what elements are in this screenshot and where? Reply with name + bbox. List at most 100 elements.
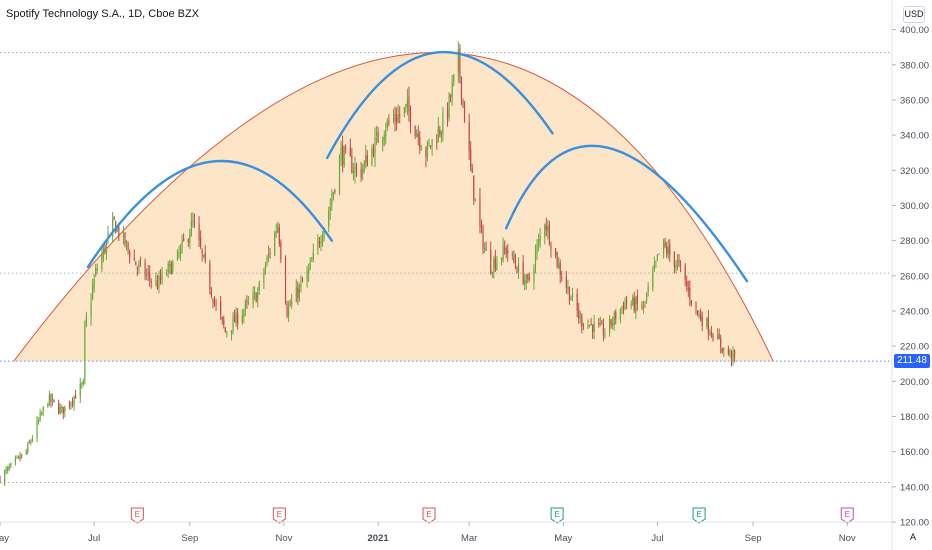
earnings-marker: E [422, 507, 436, 524]
candle-body [47, 403, 49, 408]
candles [0, 41, 736, 486]
candle [587, 319, 589, 330]
candle-body [107, 233, 109, 239]
candle-body [592, 324, 594, 333]
candle [533, 264, 535, 290]
candle [525, 273, 527, 290]
candle [84, 320, 86, 385]
x-tick-label: 2021 [368, 533, 390, 544]
candle [354, 156, 356, 184]
candle [544, 223, 546, 245]
candle [73, 395, 75, 411]
candle [578, 302, 580, 324]
candle-body [426, 142, 429, 157]
candle-body [687, 287, 689, 290]
candle-body [39, 412, 41, 421]
candle-body [641, 305, 643, 309]
earnings-marker: E [840, 507, 854, 524]
candle-body [727, 348, 730, 354]
candle [204, 245, 206, 264]
candle [209, 259, 211, 295]
candle [493, 255, 495, 279]
candle-body [167, 263, 169, 273]
candle [42, 406, 44, 417]
candle-body [675, 264, 677, 269]
candle [473, 175, 475, 205]
candle [698, 310, 700, 319]
candle [502, 237, 504, 263]
candle-body [193, 222, 196, 224]
candle-body [664, 242, 666, 246]
candle [90, 293, 92, 326]
candle-body [27, 443, 29, 453]
candle-body [371, 149, 373, 165]
candle-body [567, 286, 569, 289]
candle-body [647, 286, 649, 292]
candle-body [243, 310, 245, 317]
candle [494, 250, 496, 273]
candle [599, 316, 601, 327]
candle-body [68, 404, 71, 406]
candle [426, 140, 429, 162]
candle-body [17, 456, 20, 458]
candle [632, 294, 634, 306]
candle [10, 462, 12, 469]
candle [437, 117, 439, 143]
candle [524, 274, 526, 291]
x-tick-label: Jul [88, 533, 100, 544]
candle-body [561, 277, 563, 279]
candle-body [729, 350, 731, 355]
candle-body [534, 252, 537, 266]
candle [172, 259, 174, 275]
candle-body [582, 325, 584, 327]
candle-body [170, 264, 172, 275]
candle [8, 463, 10, 472]
candle [622, 301, 625, 315]
candle [556, 251, 558, 269]
candle-body [36, 420, 38, 439]
candle-body [75, 395, 77, 399]
candle-body [554, 248, 557, 255]
candle [58, 399, 60, 415]
candle [349, 138, 351, 157]
candle [221, 316, 223, 325]
candle [733, 349, 736, 363]
candle-body [593, 321, 595, 333]
candle [139, 256, 142, 267]
auto-scale-button[interactable]: A [909, 532, 916, 542]
candle [652, 266, 654, 292]
candle-body [223, 319, 225, 326]
earnings-badge [422, 507, 436, 524]
candle [75, 389, 77, 399]
candle [122, 226, 125, 245]
candle [457, 41, 459, 84]
candle-body [95, 267, 97, 276]
candle [624, 297, 626, 311]
candle-body [42, 406, 44, 412]
candle-body [396, 117, 398, 123]
candle [355, 162, 358, 177]
candle-body [237, 313, 239, 325]
candle-body [537, 239, 540, 246]
candle [64, 405, 66, 418]
candle [360, 161, 362, 182]
currency-button[interactable]: USD [903, 6, 925, 23]
candle-body [19, 456, 21, 459]
candle [539, 227, 541, 248]
candle-body [528, 277, 530, 280]
candle-body [50, 394, 52, 403]
candle [47, 402, 49, 408]
candle [190, 212, 192, 237]
candle [159, 269, 162, 285]
candle [630, 300, 632, 310]
candle [124, 232, 126, 248]
candle-body [613, 312, 615, 325]
candle [363, 159, 365, 174]
candle-body [187, 239, 189, 242]
candle-body [485, 248, 487, 251]
candle [107, 225, 109, 245]
candle-body [405, 104, 407, 107]
candle-body [604, 333, 606, 335]
